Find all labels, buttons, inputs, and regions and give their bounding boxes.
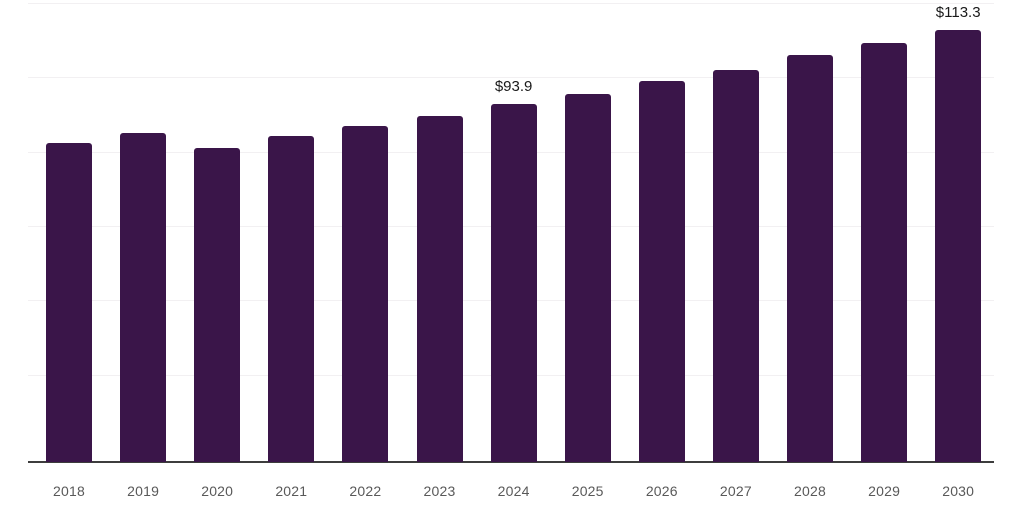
x-axis-tick-label: 2030 (942, 483, 975, 499)
bar[interactable] (120, 132, 167, 462)
x-axis-tick-label: 2019 (127, 483, 160, 499)
bar[interactable] (194, 148, 241, 462)
bar[interactable] (490, 103, 537, 462)
bar[interactable] (787, 55, 833, 462)
bar[interactable] (46, 142, 92, 462)
bar-value-label: $93.9 (494, 77, 533, 95)
bar-value-label: $113.3 (935, 3, 981, 21)
bar[interactable] (564, 93, 611, 462)
bar[interactable] (861, 42, 908, 462)
x-axis-tick-label: 2026 (645, 483, 678, 499)
x-axis-tick-label: 2029 (868, 483, 901, 499)
x-axis-tick-label: 2022 (349, 483, 382, 499)
x-axis-tick-label: 2021 (275, 483, 308, 499)
x-axis-tick-label: 2028 (794, 483, 826, 499)
x-axis-tick-label: 2020 (201, 483, 234, 499)
bar[interactable] (638, 81, 685, 462)
bar[interactable] (416, 115, 463, 462)
bar[interactable] (935, 29, 982, 462)
bar[interactable] (342, 125, 389, 462)
x-axis-tick-label: 2024 (497, 483, 530, 499)
x-axis-tick-label: 2018 (53, 483, 85, 499)
x-axis-tick-label: 2023 (423, 483, 456, 499)
x-axis-tick-label: 2027 (719, 483, 752, 499)
x-axis-line (28, 461, 994, 463)
x-axis-tick-label: 2025 (571, 483, 604, 499)
bar[interactable] (712, 70, 759, 462)
bar[interactable] (268, 135, 315, 462)
